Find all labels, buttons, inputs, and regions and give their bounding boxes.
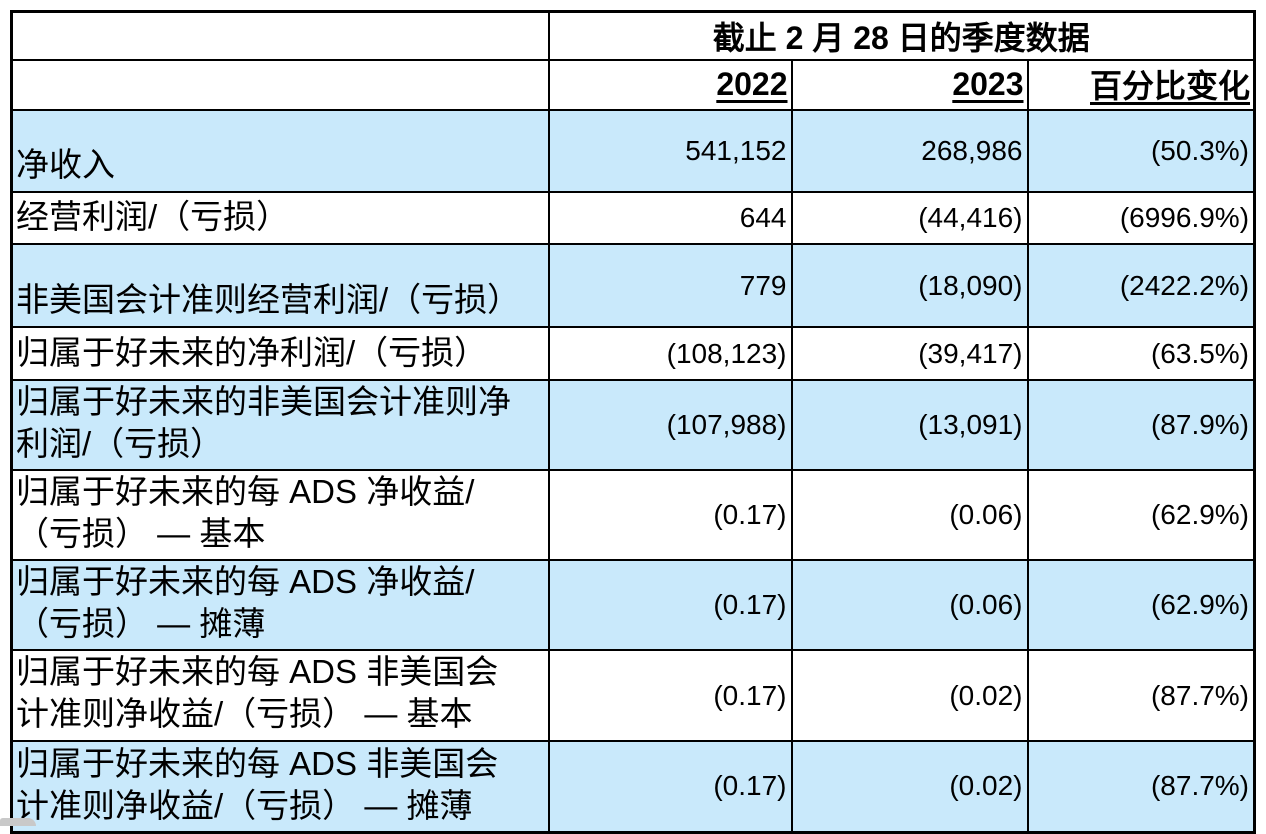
value-2023: (18,090) [790,243,1029,328]
value-2022: 541,152 [547,109,793,193]
table-row: 归属于好未来的每 ADS 非美国会 计准则净收益/（亏损） — 基本 (0.17… [10,649,1256,742]
value-2023: 268,986 [790,109,1029,193]
column-header-2023: 2023 [790,59,1029,111]
value-2022: (0.17) [547,559,793,652]
table-title: 截止 2 月 28 日的季度数据 [547,10,1256,61]
empty-header-cell [10,59,550,111]
value-2023: (44,416) [790,191,1029,245]
table-row: 净收入 541,152 268,986 (50.3%) [10,109,1256,193]
window-corner-fragment [0,818,36,826]
row-label: 归属于好未来的每 ADS 净收益/ （亏损） — 摊薄 [10,559,550,652]
row-label: 归属于好未来的净利润/（亏损） [10,326,550,381]
table-row: 归属于好未来的每 ADS 非美国会 计准则净收益/（亏损） — 摊薄 (0.17… [10,739,1256,834]
column-header-2022: 2022 [547,59,793,111]
table-row: 非美国会计准则经营利润/（亏损） 779 (18,090) (2422.2%) [10,243,1256,328]
value-2022: 779 [547,243,793,328]
row-label: 归属于好未来的每 ADS 非美国会 计准则净收益/（亏损） — 基本 [10,649,550,742]
value-percent-change: (62.9%) [1026,469,1256,562]
table-row: 归属于好未来的每 ADS 净收益/ （亏损） — 基本 (0.17) (0.06… [10,469,1256,562]
row-label: 归属于好未来的每 ADS 净收益/ （亏损） — 基本 [10,469,550,562]
table-row: 归属于好未来的非美国会计准则净 利润/（亏损） (107,988) (13,09… [10,378,1256,472]
value-percent-change: (63.5%) [1026,326,1256,381]
column-header-percent-change: 百分比变化 [1026,59,1256,111]
value-2022: (108,123) [547,326,793,381]
row-label: 归属于好未来的非美国会计准则净 利润/（亏损） [10,378,550,472]
row-label: 非美国会计准则经营利润/（亏损） [10,243,550,328]
value-percent-change: (2422.2%) [1026,243,1256,328]
value-percent-change: (87.7%) [1026,649,1256,742]
table-row: 归属于好未来的净利润/（亏损） (108,123) (39,417) (63.5… [10,326,1256,381]
value-2022: (0.17) [547,739,793,834]
value-2023: (0.02) [790,649,1029,742]
value-2023: (39,417) [790,326,1029,381]
financial-table-sheet: 截止 2 月 28 日的季度数据 2022 2023 百分比变化 净收入 541… [10,10,1257,834]
value-2023: (0.06) [790,469,1029,562]
table-row: 归属于好未来的每 ADS 净收益/ （亏损） — 摊薄 (0.17) (0.06… [10,559,1256,652]
value-2023: (0.06) [790,559,1029,652]
value-percent-change: (50.3%) [1026,109,1256,193]
value-2022: (0.17) [547,649,793,742]
value-percent-change: (62.9%) [1026,559,1256,652]
value-percent-change: (6996.9%) [1026,191,1256,245]
empty-corner-cell [10,10,550,61]
value-2022: (107,988) [547,378,793,472]
table-row: 经营利润/（亏损） 644 (44,416) (6996.9%) [10,191,1256,245]
value-2022: (0.17) [547,469,793,562]
column-header-row: 2022 2023 百分比变化 [10,59,1256,111]
quarterly-results-table: 截止 2 月 28 日的季度数据 2022 2023 百分比变化 净收入 541… [10,10,1257,834]
row-label: 归属于好未来的每 ADS 非美国会 计准则净收益/（亏损） — 摊薄 [10,739,550,834]
row-label: 经营利润/（亏损） [10,191,550,245]
value-2023: (0.02) [790,739,1029,834]
value-percent-change: (87.7%) [1026,739,1256,834]
value-2022: 644 [547,191,793,245]
row-label: 净收入 [10,109,550,193]
value-percent-change: (87.9%) [1026,378,1256,472]
value-2023: (13,091) [790,378,1029,472]
table-title-row: 截止 2 月 28 日的季度数据 [10,10,1256,61]
